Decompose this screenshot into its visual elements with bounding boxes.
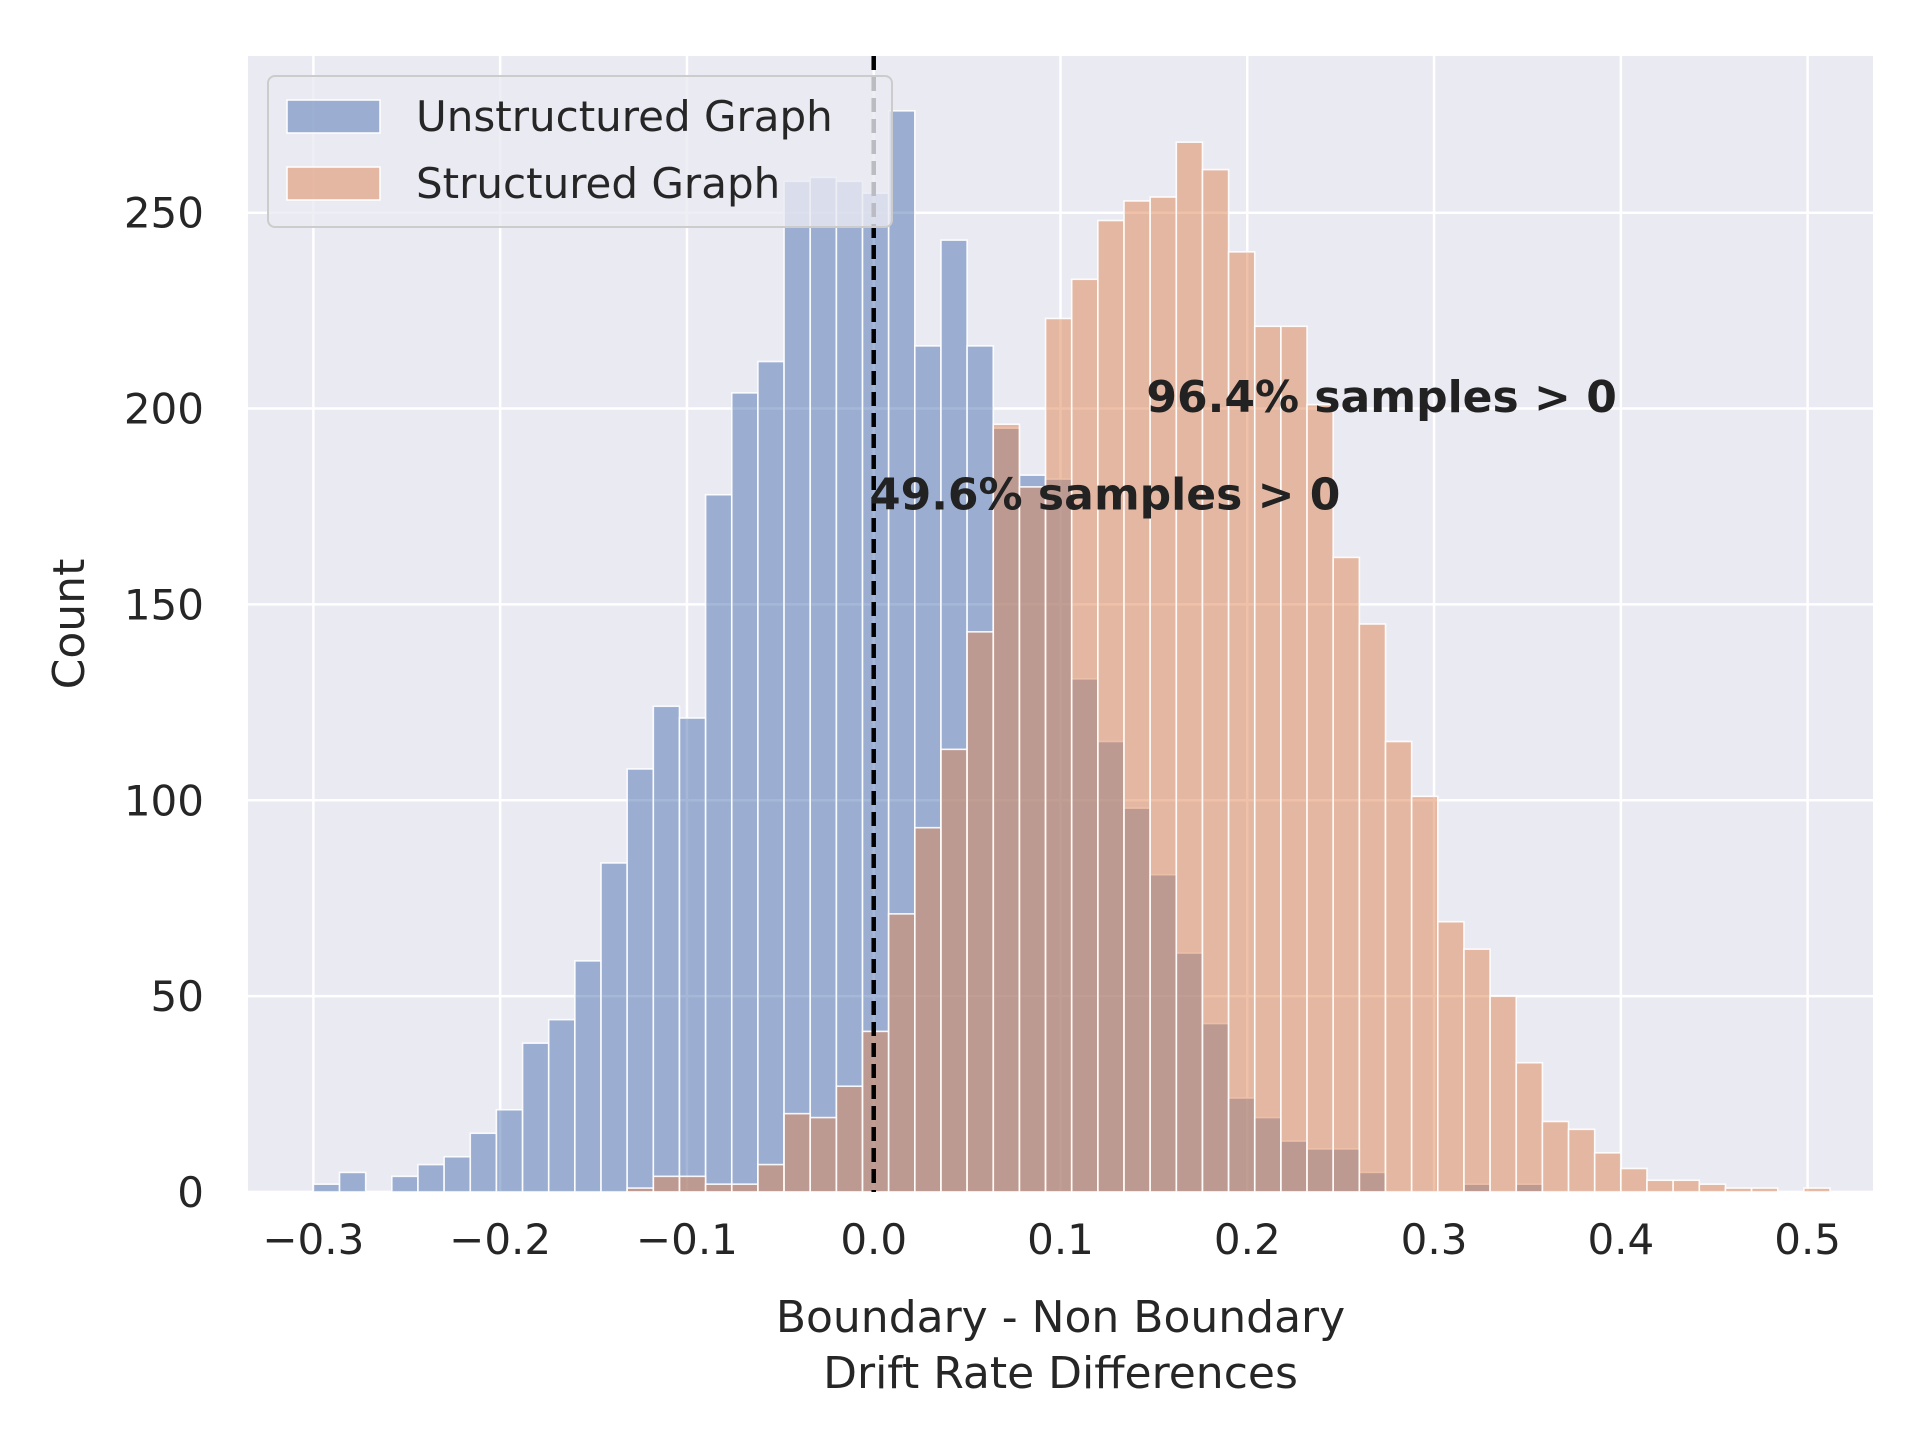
x-axis-label-line-2: Drift Rate Differences: [823, 1348, 1298, 1399]
bar-series-1-bin-36: [1253, 325, 1282, 1193]
bar-series-0-bin-7: [495, 1108, 524, 1193]
bar-series-0-bin-10: [574, 960, 602, 1193]
y-axis-label: Count: [44, 559, 95, 690]
bar-series-1-bin-50: [1620, 1167, 1648, 1193]
bar-series-1-bin-38: [1306, 403, 1335, 1193]
bar-series-0-bin-1: [338, 1171, 367, 1193]
bar-series-1-bin-15: [704, 1183, 733, 1193]
bar-series-1-bin-45: [1489, 995, 1518, 1193]
bar-series-1-bin-37: [1280, 325, 1308, 1193]
bar-series-1-bin-44: [1463, 948, 1491, 1193]
y-tick-label: 100: [124, 776, 204, 825]
bar-series-1-bin-57: [1803, 1187, 1831, 1193]
bar-series-1-bin-17: [757, 1163, 785, 1193]
bar-series-1-bin-43: [1436, 920, 1465, 1193]
legend-label-0: Unstructured Graph: [416, 92, 833, 141]
bar-series-0-bin-11: [600, 862, 628, 1193]
y-tick-label: 250: [124, 189, 204, 238]
x-tick-label: 0.4: [1587, 1215, 1654, 1264]
bar-series-0-bin-8: [521, 1042, 550, 1193]
legend: Unstructured Graph Structured Graph: [267, 75, 893, 228]
x-axis-label-line-1: Boundary - Non Boundary: [776, 1292, 1345, 1343]
bar-series-1-bin-48: [1567, 1128, 1596, 1193]
x-tick-label: 0.5: [1774, 1215, 1841, 1264]
bar-series-1-bin-24: [940, 748, 968, 1193]
y-tick-label: 200: [124, 385, 204, 434]
bar-series-1-bin-13: [652, 1175, 681, 1193]
y-tick-label: 150: [124, 580, 204, 629]
bars: [312, 110, 1831, 1193]
bar-series-1-bin-46: [1515, 1061, 1544, 1193]
bar-series-0-bin-9: [547, 1018, 576, 1193]
bar-series-1-bin-31: [1123, 200, 1151, 1193]
bar-series-1-bin-34: [1201, 168, 1230, 1193]
legend-label-1: Structured Graph: [416, 159, 780, 208]
bar-series-1-bin-18: [783, 1112, 812, 1193]
bar-series-1-bin-29: [1070, 278, 1099, 1193]
bar-series-1-bin-12: [626, 1187, 655, 1193]
bar-series-1-bin-41: [1384, 740, 1413, 1193]
bar-series-0-bin-15: [704, 493, 733, 1193]
bar-series-1-bin-40: [1358, 623, 1387, 1193]
bar-series-0-bin-19: [809, 176, 838, 1193]
bar-series-0-bin-12: [626, 768, 655, 1193]
bar-series-1-bin-54: [1724, 1187, 1753, 1193]
annotations: 96.4% samples > 0 49.6% samples > 0: [870, 372, 1617, 521]
bar-series-0-bin-4: [417, 1163, 445, 1193]
bar-series-0-bin-13: [652, 705, 681, 1193]
bar-series-1-bin-39: [1332, 556, 1361, 1193]
x-tick-label: 0.0: [840, 1215, 907, 1264]
bar-series-1-bin-27: [1018, 486, 1047, 1193]
bar-series-1-bin-32: [1149, 196, 1178, 1193]
bar-series-0-bin-5: [443, 1155, 472, 1193]
bar-series-0-bin-16: [730, 392, 759, 1193]
bar-series-0-bin-0: [312, 1183, 341, 1193]
bar-series-1-bin-42: [1410, 795, 1439, 1193]
bar-series-1-bin-26: [992, 423, 1021, 1193]
bar-series-1-bin-14: [678, 1175, 707, 1193]
y-tick-label: 0: [177, 1168, 204, 1217]
bar-series-0-bin-6: [469, 1132, 498, 1193]
bar-series-0-bin-14: [678, 717, 707, 1193]
bar-series-1-bin-22: [887, 913, 916, 1193]
bar-series-1-bin-16: [730, 1183, 759, 1193]
bar-series-1-bin-49: [1593, 1152, 1622, 1193]
bar-series-0-bin-18: [783, 180, 812, 1193]
x-tick-label: 0.2: [1214, 1215, 1281, 1264]
tick-labels: −0.3 −0.2 −0.1 0.0 0.1 0.2 0.3 0.4 0.5 0 50 100 150 2…: [124, 189, 1841, 1264]
bar-series-0-bin-17: [757, 360, 785, 1193]
annotation-1: 49.6% samples > 0: [870, 470, 1340, 521]
x-tick-label: −0.2: [449, 1215, 551, 1264]
bar-series-1-bin-52: [1672, 1179, 1701, 1193]
x-tick-label: 0.3: [1401, 1215, 1468, 1264]
legend-box: [267, 75, 893, 228]
x-tick-label: −0.1: [636, 1215, 738, 1264]
bar-series-1-bin-20: [835, 1085, 864, 1193]
legend-swatch-0: [286, 99, 381, 134]
y-tick-label: 50: [151, 972, 204, 1021]
bar-series-1-bin-47: [1541, 1120, 1570, 1193]
bar-series-1-bin-33: [1175, 141, 1204, 1193]
legend-swatch-1: [286, 166, 381, 201]
bar-series-1-bin-25: [966, 631, 995, 1193]
bar-series-1-bin-51: [1646, 1179, 1674, 1193]
bar-series-0-bin-20: [835, 180, 864, 1193]
bar-series-1-bin-28: [1044, 317, 1073, 1193]
bar-series-1-bin-55: [1750, 1187, 1779, 1193]
bar-series-0-bin-3: [391, 1175, 419, 1193]
x-tick-label: −0.3: [262, 1215, 364, 1264]
bar-series-1-bin-53: [1698, 1183, 1727, 1193]
x-tick-label: 0.1: [1027, 1215, 1094, 1264]
bar-series-1-bin-23: [914, 826, 942, 1193]
annotation-0: 96.4% samples > 0: [1146, 372, 1616, 423]
bar-series-1-bin-30: [1097, 219, 1125, 1193]
bar-series-1-bin-19: [809, 1116, 838, 1193]
